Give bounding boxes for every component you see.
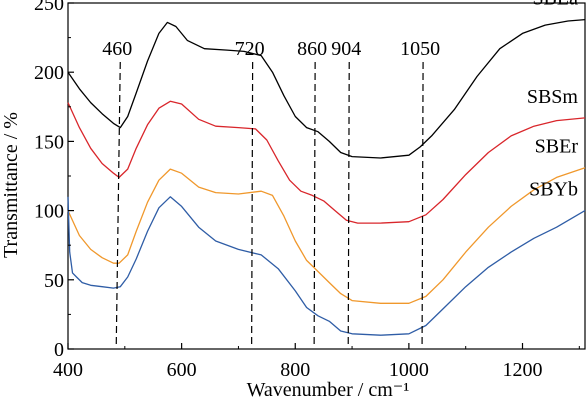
annotation-line — [421, 61, 424, 345]
series-label-sbla: SBLa — [532, 0, 578, 10]
x-tick-label: 1200 — [503, 359, 543, 381]
axis-group: 400 600 800 1000 1200 0 50 100 150 200 250 — [34, 0, 580, 381]
x-tick-label: 600 — [167, 359, 197, 381]
series-line-sbyb — [67, 196, 586, 336]
annotation-line — [347, 61, 350, 345]
series-label-sbyb: SBYb — [529, 179, 578, 201]
annotation-line — [313, 61, 316, 345]
series-group: SBLa SBSm SBEr SBYb — [67, 0, 586, 336]
x-tick-label: 1000 — [389, 359, 429, 381]
y-tick-label: 50 — [44, 270, 64, 292]
annotation-group: 460 720 860 904 1050 — [102, 38, 440, 345]
annotation-line — [251, 61, 254, 345]
series-label-sbsm: SBSm — [527, 86, 579, 108]
annotation-label: 904 — [331, 38, 361, 60]
series-line-sber — [67, 167, 586, 304]
y-tick-label: 200 — [34, 62, 64, 84]
annotation-label: 720 — [235, 38, 265, 60]
series-line-sbla — [67, 18, 586, 159]
x-tick-label: 800 — [280, 359, 310, 381]
annotation-label: 1050 — [400, 38, 440, 60]
annotation-line — [115, 61, 121, 345]
y-tick-label: 250 — [34, 0, 64, 15]
y-tick-label: 100 — [34, 201, 64, 223]
series-line-sbsm — [67, 100, 586, 224]
x-tick-label: 400 — [53, 359, 83, 381]
series-label-sber: SBEr — [535, 136, 579, 158]
y-axis-title: Transmittance / % — [0, 112, 22, 258]
y-tick-label: 150 — [34, 131, 64, 153]
x-axis-title: Wavenumber / cm⁻¹ — [247, 379, 410, 401]
y-tick-label: 0 — [54, 339, 64, 361]
annotation-label: 460 — [102, 38, 132, 60]
annotation-label: 860 — [297, 38, 327, 60]
